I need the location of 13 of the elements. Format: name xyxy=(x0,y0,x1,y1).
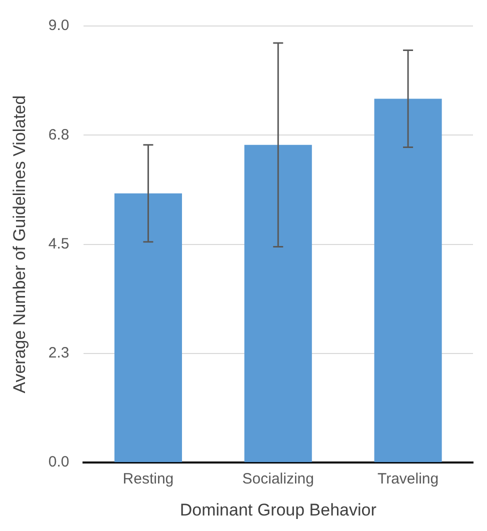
y-axis-title: Average Number of Guidelines Violated xyxy=(10,95,29,394)
y-tick-label: 6.8 xyxy=(48,126,70,144)
x-tick-label: Traveling xyxy=(377,470,439,488)
y-tick-label: 9.0 xyxy=(48,17,70,34)
bar xyxy=(374,98,442,462)
y-tick-label: 4.5 xyxy=(48,235,70,252)
bar xyxy=(244,144,312,462)
x-axis-title: Dominant Group Behavior xyxy=(180,500,377,520)
y-tick-label: 0.0 xyxy=(48,454,70,471)
x-tick-label: Socializing xyxy=(242,470,314,488)
x-tick-label: Resting xyxy=(122,470,174,488)
y-tick-label: 2.3 xyxy=(48,344,70,362)
bar xyxy=(114,193,182,462)
